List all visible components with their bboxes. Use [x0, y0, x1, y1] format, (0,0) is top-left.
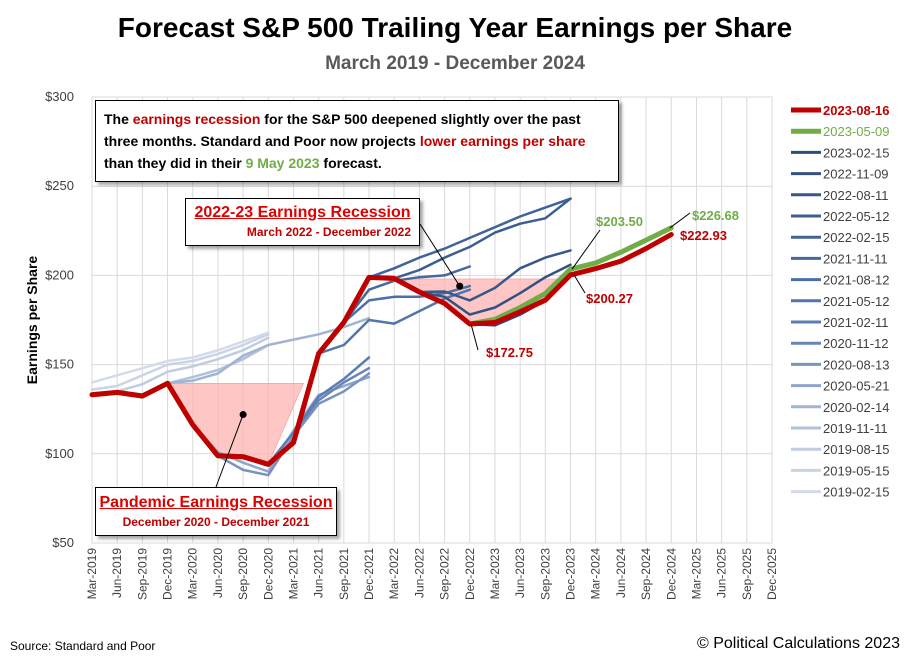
x-tick-label: Dec-2020	[261, 548, 275, 600]
legend-entry-label: 2021-05-12	[823, 294, 890, 309]
y-axis-label: Earnings per Share	[24, 256, 40, 385]
x-tick-label: Dec-2021	[362, 548, 376, 600]
x-tick-label: Mar-2021	[286, 548, 300, 600]
legend-entry-label: 2021-02-11	[823, 315, 889, 330]
legend-entry-label: 2022-05-12	[823, 209, 890, 224]
legend-entry-label: 2019-02-15	[823, 485, 890, 500]
x-tick-label: Sep-2025	[740, 548, 754, 600]
y-tick-label: $300	[45, 89, 74, 104]
y-tick-label: $100	[45, 446, 74, 461]
recession-2022-annotation: 2022-23 Earnings Recession March 2022 - …	[185, 198, 420, 246]
legend-entry-label: 2020-02-14	[823, 400, 890, 415]
x-tick-label: Sep-2019	[135, 548, 149, 600]
value-callout: $222.93	[680, 228, 727, 243]
x-tick-label: Jun-2023	[513, 548, 527, 598]
x-tick-label: Sep-2024	[639, 548, 653, 600]
x-tick-label: Dec-2022	[463, 548, 477, 600]
x-tick-label: Sep-2023	[538, 548, 552, 600]
x-tick-label: Mar-2024	[589, 548, 603, 600]
x-tick-label: Mar-2020	[186, 548, 200, 600]
series-lines	[89, 197, 674, 477]
x-tick-label: Jun-2022	[412, 548, 426, 598]
legend-entry-label: 2021-08-12	[823, 273, 890, 288]
series-line-2023-08-16	[89, 232, 674, 467]
chart-subtitle: March 2019 - December 2024	[325, 53, 585, 74]
recession-2022-subtitle: March 2022 - December 2022	[246, 225, 411, 239]
note-text-2: for the S&P 500 deepened slightly over t…	[104, 111, 581, 149]
x-tick-label: Mar-2019	[85, 548, 99, 600]
series-line-2021-05-12	[90, 288, 472, 466]
recession-2022-title: 2022-23 Earnings Recession	[194, 204, 411, 221]
x-tick-label: Mar-2023	[488, 548, 502, 600]
main-annotation: The earnings recession for the S&P 500 d…	[95, 100, 619, 182]
callouts: $203.50 $226.68 $222.93 $200.27 $172.75	[215, 208, 739, 488]
note-highlight-lower-eps: lower earnings per share	[419, 133, 586, 149]
note-highlight-date: 9 May 2023	[245, 155, 320, 171]
x-tick-label: Mar-2022	[387, 548, 401, 600]
x-tick-label: Dec-2025	[765, 548, 779, 600]
recession-2020-leader	[215, 414, 244, 488]
legend-entry-label: 2021-11-11	[823, 251, 888, 266]
callout-leader	[470, 323, 479, 351]
copyright-note: © Political Calculations 2023	[696, 635, 900, 652]
x-tick-label: Jun-2021	[312, 548, 326, 598]
x-tick-label: Jun-2024	[614, 548, 628, 598]
recession-2020-title: Pandemic Earnings Recession	[99, 494, 333, 511]
x-tick-label: Dec-2024	[664, 548, 678, 600]
note-text-3: than they did in their	[104, 155, 246, 171]
note-highlight-earnings-recession: earnings recession	[132, 111, 261, 127]
note-text-1: The	[104, 111, 133, 127]
legend-entry-label: 2022-02-15	[823, 230, 890, 245]
callout-leader	[571, 229, 601, 270]
value-callout: $172.75	[486, 345, 533, 360]
y-tick-label: $150	[45, 357, 74, 372]
x-tick-label: Dec-2019	[161, 548, 175, 600]
x-tick-label: Jun-2025	[715, 548, 729, 598]
y-tick-label: $250	[45, 178, 74, 193]
callout-leader	[573, 274, 586, 294]
note-text-4: forecast.	[319, 155, 382, 171]
x-tick-label: Jun-2019	[110, 548, 124, 598]
axes: Mar-2019 Jun-2019 Sep-2019 Dec-2019 Mar-2020…	[45, 89, 779, 600]
legend-entry-label: 2019-05-15	[823, 463, 890, 478]
value-callout: $200.27	[586, 291, 633, 306]
series-line-2019-02-15	[90, 331, 270, 384]
x-tick-label: Mar-2025	[689, 548, 703, 600]
value-callout: $203.50	[596, 214, 643, 229]
source-note: Source: Standard and Poor	[10, 639, 156, 653]
legend-entry-label: 2023-02-15	[823, 145, 890, 160]
legend-entry-label: 2020-11-12	[823, 336, 889, 351]
x-tick-label: Jun-2020	[211, 548, 225, 598]
legend-entry-label: 2022-11-09	[823, 167, 889, 182]
series-line-2019-05-15	[90, 333, 270, 391]
recession-2020-subtitle: December 2020 - December 2021	[122, 515, 310, 529]
value-callout: $226.68	[692, 208, 739, 223]
legend-entry-label: 2022-08-11	[823, 188, 889, 203]
y-tick-label: $50	[52, 535, 74, 550]
recession-2020-annotation: Pandemic Earnings Recession December 202…	[95, 487, 337, 536]
legend-entry-label: 2019-08-15	[823, 442, 890, 457]
callout-leader	[669, 212, 691, 229]
chart-title: Forecast S&P 500 Trailing Year Earnings …	[117, 12, 793, 43]
x-tick-label: Sep-2021	[337, 548, 351, 600]
series-line-2019-08-15	[90, 336, 270, 396]
legend-entry-label: 2020-08-13	[823, 357, 890, 372]
legend-entry-label: 2019-11-11	[823, 421, 888, 436]
x-tick-label: Sep-2020	[236, 548, 250, 600]
legend: 2023-08-16 2023-05-09 2023-02-15 2022-11-09…	[791, 103, 890, 500]
x-tick-label: Sep-2022	[438, 548, 452, 600]
legend-entry-label: 2023-05-09	[823, 124, 890, 139]
x-tick-label: Dec-2023	[564, 548, 578, 600]
legend-entry-label: 2020-05-21	[823, 379, 890, 394]
y-tick-label: $200	[45, 267, 74, 282]
recession-2022-leader	[419, 223, 461, 287]
series-line-2023-05-09	[89, 225, 674, 467]
legend-entry-label: 2023-08-16	[823, 103, 890, 118]
